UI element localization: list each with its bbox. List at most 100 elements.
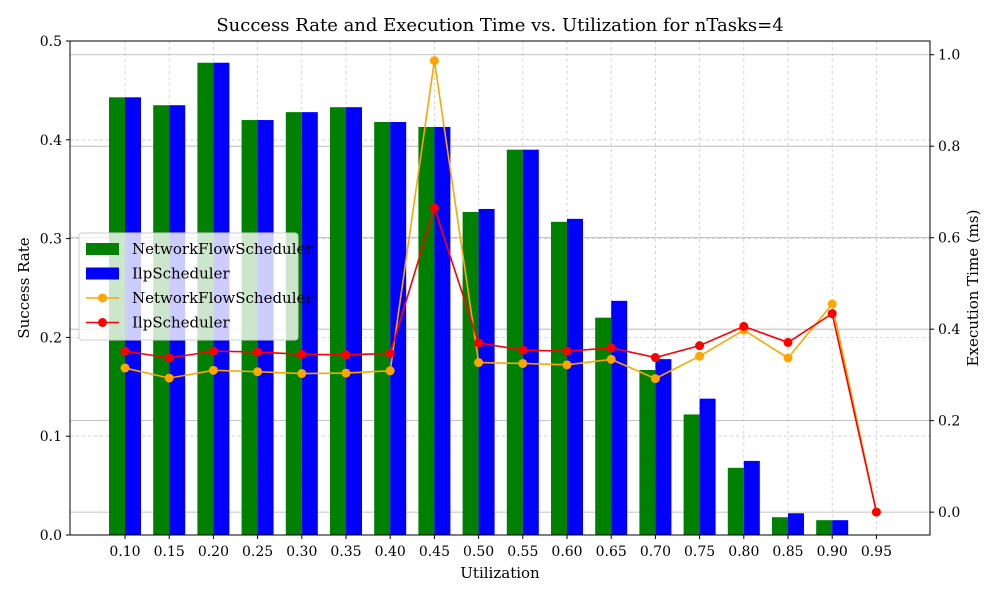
x-tick-label: 0.45 bbox=[419, 544, 450, 560]
point-networkflow bbox=[429, 56, 439, 66]
bar-ilp bbox=[434, 126, 451, 536]
y2-tick-label: 0.0 bbox=[938, 505, 960, 521]
point-ilp bbox=[164, 353, 174, 363]
bar-ilp bbox=[567, 218, 583, 535]
bar-networkflow bbox=[374, 122, 391, 536]
y2-tick-label: 0.6 bbox=[938, 231, 960, 247]
x-tick-label: 0.30 bbox=[286, 544, 317, 560]
point-networkflow bbox=[518, 358, 528, 368]
bar-ilp bbox=[346, 107, 362, 536]
bar-networkflow bbox=[816, 520, 833, 535]
bar-networkflow bbox=[639, 370, 656, 535]
bar-ilp bbox=[743, 460, 760, 535]
x-tick-label: 0.65 bbox=[596, 544, 627, 560]
bar-ilp bbox=[788, 513, 804, 535]
y-tick-label: 0.2 bbox=[40, 330, 62, 346]
point-ilp bbox=[650, 353, 660, 363]
bar-ilp bbox=[699, 398, 716, 535]
bar-ilp bbox=[478, 208, 495, 535]
legend: NetworkFlowScheduler IlpScheduler NetworkF… bbox=[78, 232, 313, 341]
x-tick-label: 0.60 bbox=[551, 544, 582, 560]
point-networkflow bbox=[297, 369, 307, 379]
x-tick-label: 0.15 bbox=[154, 544, 185, 560]
x-axis-label: Utilization bbox=[460, 564, 540, 582]
point-ilp bbox=[385, 348, 395, 358]
point-networkflow bbox=[827, 299, 837, 309]
bar-networkflow bbox=[772, 517, 788, 535]
point-networkflow bbox=[208, 365, 218, 375]
point-networkflow bbox=[562, 360, 572, 370]
point-networkflow bbox=[385, 366, 395, 376]
point-ilp bbox=[297, 349, 307, 359]
line-networkflow bbox=[124, 60, 878, 513]
point-ilp bbox=[827, 309, 837, 319]
legend-swatch bbox=[86, 267, 119, 280]
bar-networkflow bbox=[330, 107, 346, 536]
axes: 0.10 0.15 0.20 0.25 0.30 0.35 0.40 0.45 0.50 0.55… bbox=[40, 34, 961, 560]
point-networkflow bbox=[253, 367, 263, 377]
x-tick-label: 0.50 bbox=[463, 544, 494, 560]
point-ilp bbox=[606, 343, 616, 353]
legend-marker bbox=[98, 318, 107, 327]
y2-tick-label: 0.4 bbox=[938, 322, 960, 338]
x-tick-label: 0.55 bbox=[507, 544, 538, 560]
legend-marker bbox=[98, 293, 107, 303]
y-tick-label: 0.5 bbox=[40, 34, 62, 50]
plot-frame bbox=[69, 40, 931, 536]
point-ilp bbox=[341, 350, 351, 360]
bar-ilp bbox=[611, 300, 628, 535]
point-networkflow bbox=[341, 368, 351, 378]
line-ilp bbox=[124, 205, 878, 513]
y-tick-label: 0.4 bbox=[40, 133, 62, 149]
bar-networkflow bbox=[595, 317, 612, 535]
chart-title: Success Rate and Execution Time vs. Util… bbox=[216, 15, 783, 36]
x-tick-label: 0.40 bbox=[375, 544, 406, 560]
bar-networkflow bbox=[727, 467, 744, 535]
x-tick-label: 0.25 bbox=[242, 544, 273, 560]
point-networkflow bbox=[606, 354, 616, 364]
x-tick-label: 0.35 bbox=[330, 544, 361, 560]
x-tick-label: 0.20 bbox=[198, 544, 229, 560]
y-tick-label: 0.0 bbox=[40, 528, 62, 544]
y-tick-label: 0.3 bbox=[40, 232, 62, 248]
bar-ilp bbox=[832, 520, 849, 535]
point-networkflow bbox=[783, 353, 793, 363]
y2-axis-label: Execution Time (ms) bbox=[964, 210, 982, 367]
point-ilp bbox=[695, 341, 705, 351]
point-ilp bbox=[871, 507, 881, 517]
y2-tick-label: 0.2 bbox=[938, 414, 960, 430]
point-ilp bbox=[518, 345, 528, 355]
legend-box bbox=[78, 232, 299, 341]
x-tick-label: 0.10 bbox=[109, 544, 140, 560]
point-ilp bbox=[120, 346, 130, 356]
bar-ilp bbox=[522, 149, 539, 535]
bar-networkflow bbox=[551, 221, 567, 535]
y2-tick-label: 0.8 bbox=[938, 139, 960, 155]
point-ilp bbox=[562, 346, 572, 356]
x-tick-label: 0.90 bbox=[817, 544, 848, 560]
point-ilp bbox=[208, 346, 218, 356]
bar-networkflow bbox=[462, 211, 479, 535]
bar-ilp bbox=[655, 359, 672, 535]
y2-tick-label: 1.0 bbox=[938, 48, 960, 64]
point-networkflow bbox=[474, 358, 484, 368]
point-networkflow bbox=[120, 363, 130, 373]
point-networkflow bbox=[695, 351, 705, 361]
legend-label: NetworkFlowScheduler bbox=[132, 240, 313, 258]
bar-ilp bbox=[301, 112, 318, 536]
x-tick-label: 0.70 bbox=[640, 544, 671, 560]
bar-networkflow bbox=[683, 414, 700, 535]
point-networkflow bbox=[650, 374, 660, 384]
legend-label: NetworkFlowScheduler bbox=[132, 289, 313, 307]
point-ilp bbox=[739, 321, 749, 331]
point-ilp bbox=[253, 347, 263, 357]
point-networkflow bbox=[164, 373, 174, 383]
point-ilp bbox=[474, 338, 484, 348]
x-tick-label: 0.75 bbox=[684, 544, 715, 560]
legend-swatch bbox=[86, 243, 119, 255]
x-tick-label: 0.85 bbox=[772, 544, 803, 560]
lines bbox=[120, 56, 881, 517]
y-axis-label: Success Rate bbox=[15, 237, 33, 338]
x-tick-label: 0.95 bbox=[861, 544, 892, 560]
